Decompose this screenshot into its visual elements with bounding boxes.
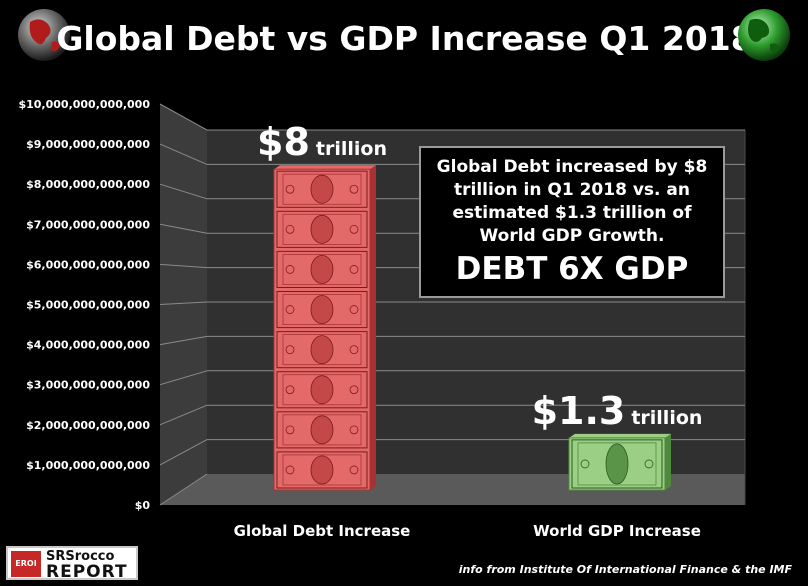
y-tick-label: $8,000,000,000,000 xyxy=(26,178,150,191)
x-category-label: World GDP Increase xyxy=(533,522,701,540)
annotation-box: Global Debt increased by $8 trillion in … xyxy=(419,146,725,298)
y-tick-label: $3,000,000,000,000 xyxy=(26,379,150,392)
logo-badge: EROI xyxy=(11,551,41,577)
gridline xyxy=(159,103,745,131)
bar-value-label: $8 trillion xyxy=(257,120,387,164)
y-tick-label: $2,000,000,000,000 xyxy=(26,419,150,432)
y-tick-label: $5,000,000,000,000 xyxy=(26,299,150,312)
y-tick-label: $7,000,000,000,000 xyxy=(26,218,150,231)
source-note: info from Institute Of International Fin… xyxy=(458,563,792,576)
y-tick-label: $0 xyxy=(135,499,151,512)
y-tick-label: $4,000,000,000,000 xyxy=(26,339,150,352)
annotation-text: Global Debt increased by $8 trillion in … xyxy=(436,157,708,246)
globe-green-icon xyxy=(738,9,790,61)
plot-side-wall xyxy=(160,104,207,505)
bar-value-label: $1.3 trillion xyxy=(532,389,703,433)
x-category-label: Global Debt Increase xyxy=(234,522,411,540)
y-tick-label: $9,000,000,000,000 xyxy=(26,138,150,151)
chart-title: Global Debt vs GDP Increase Q1 2018 xyxy=(56,19,753,58)
gridline xyxy=(159,473,208,506)
srsrocco-logo: EROI SRSrocco REPORT xyxy=(6,546,138,582)
y-tick-label: $10,000,000,000,000 xyxy=(18,98,150,111)
logo-line1: SRSrocco xyxy=(46,549,115,564)
bar-global-debt xyxy=(273,165,376,491)
bar-world-gdp xyxy=(568,433,671,491)
globe-red-icon xyxy=(18,9,70,61)
y-tick-label: $1,000,000,000,000 xyxy=(26,459,150,472)
logo-line2: REPORT xyxy=(46,562,128,582)
annotation-emphasis: DEBT 6X GDP xyxy=(455,251,689,287)
y-tick-label: $6,000,000,000,000 xyxy=(26,258,150,271)
